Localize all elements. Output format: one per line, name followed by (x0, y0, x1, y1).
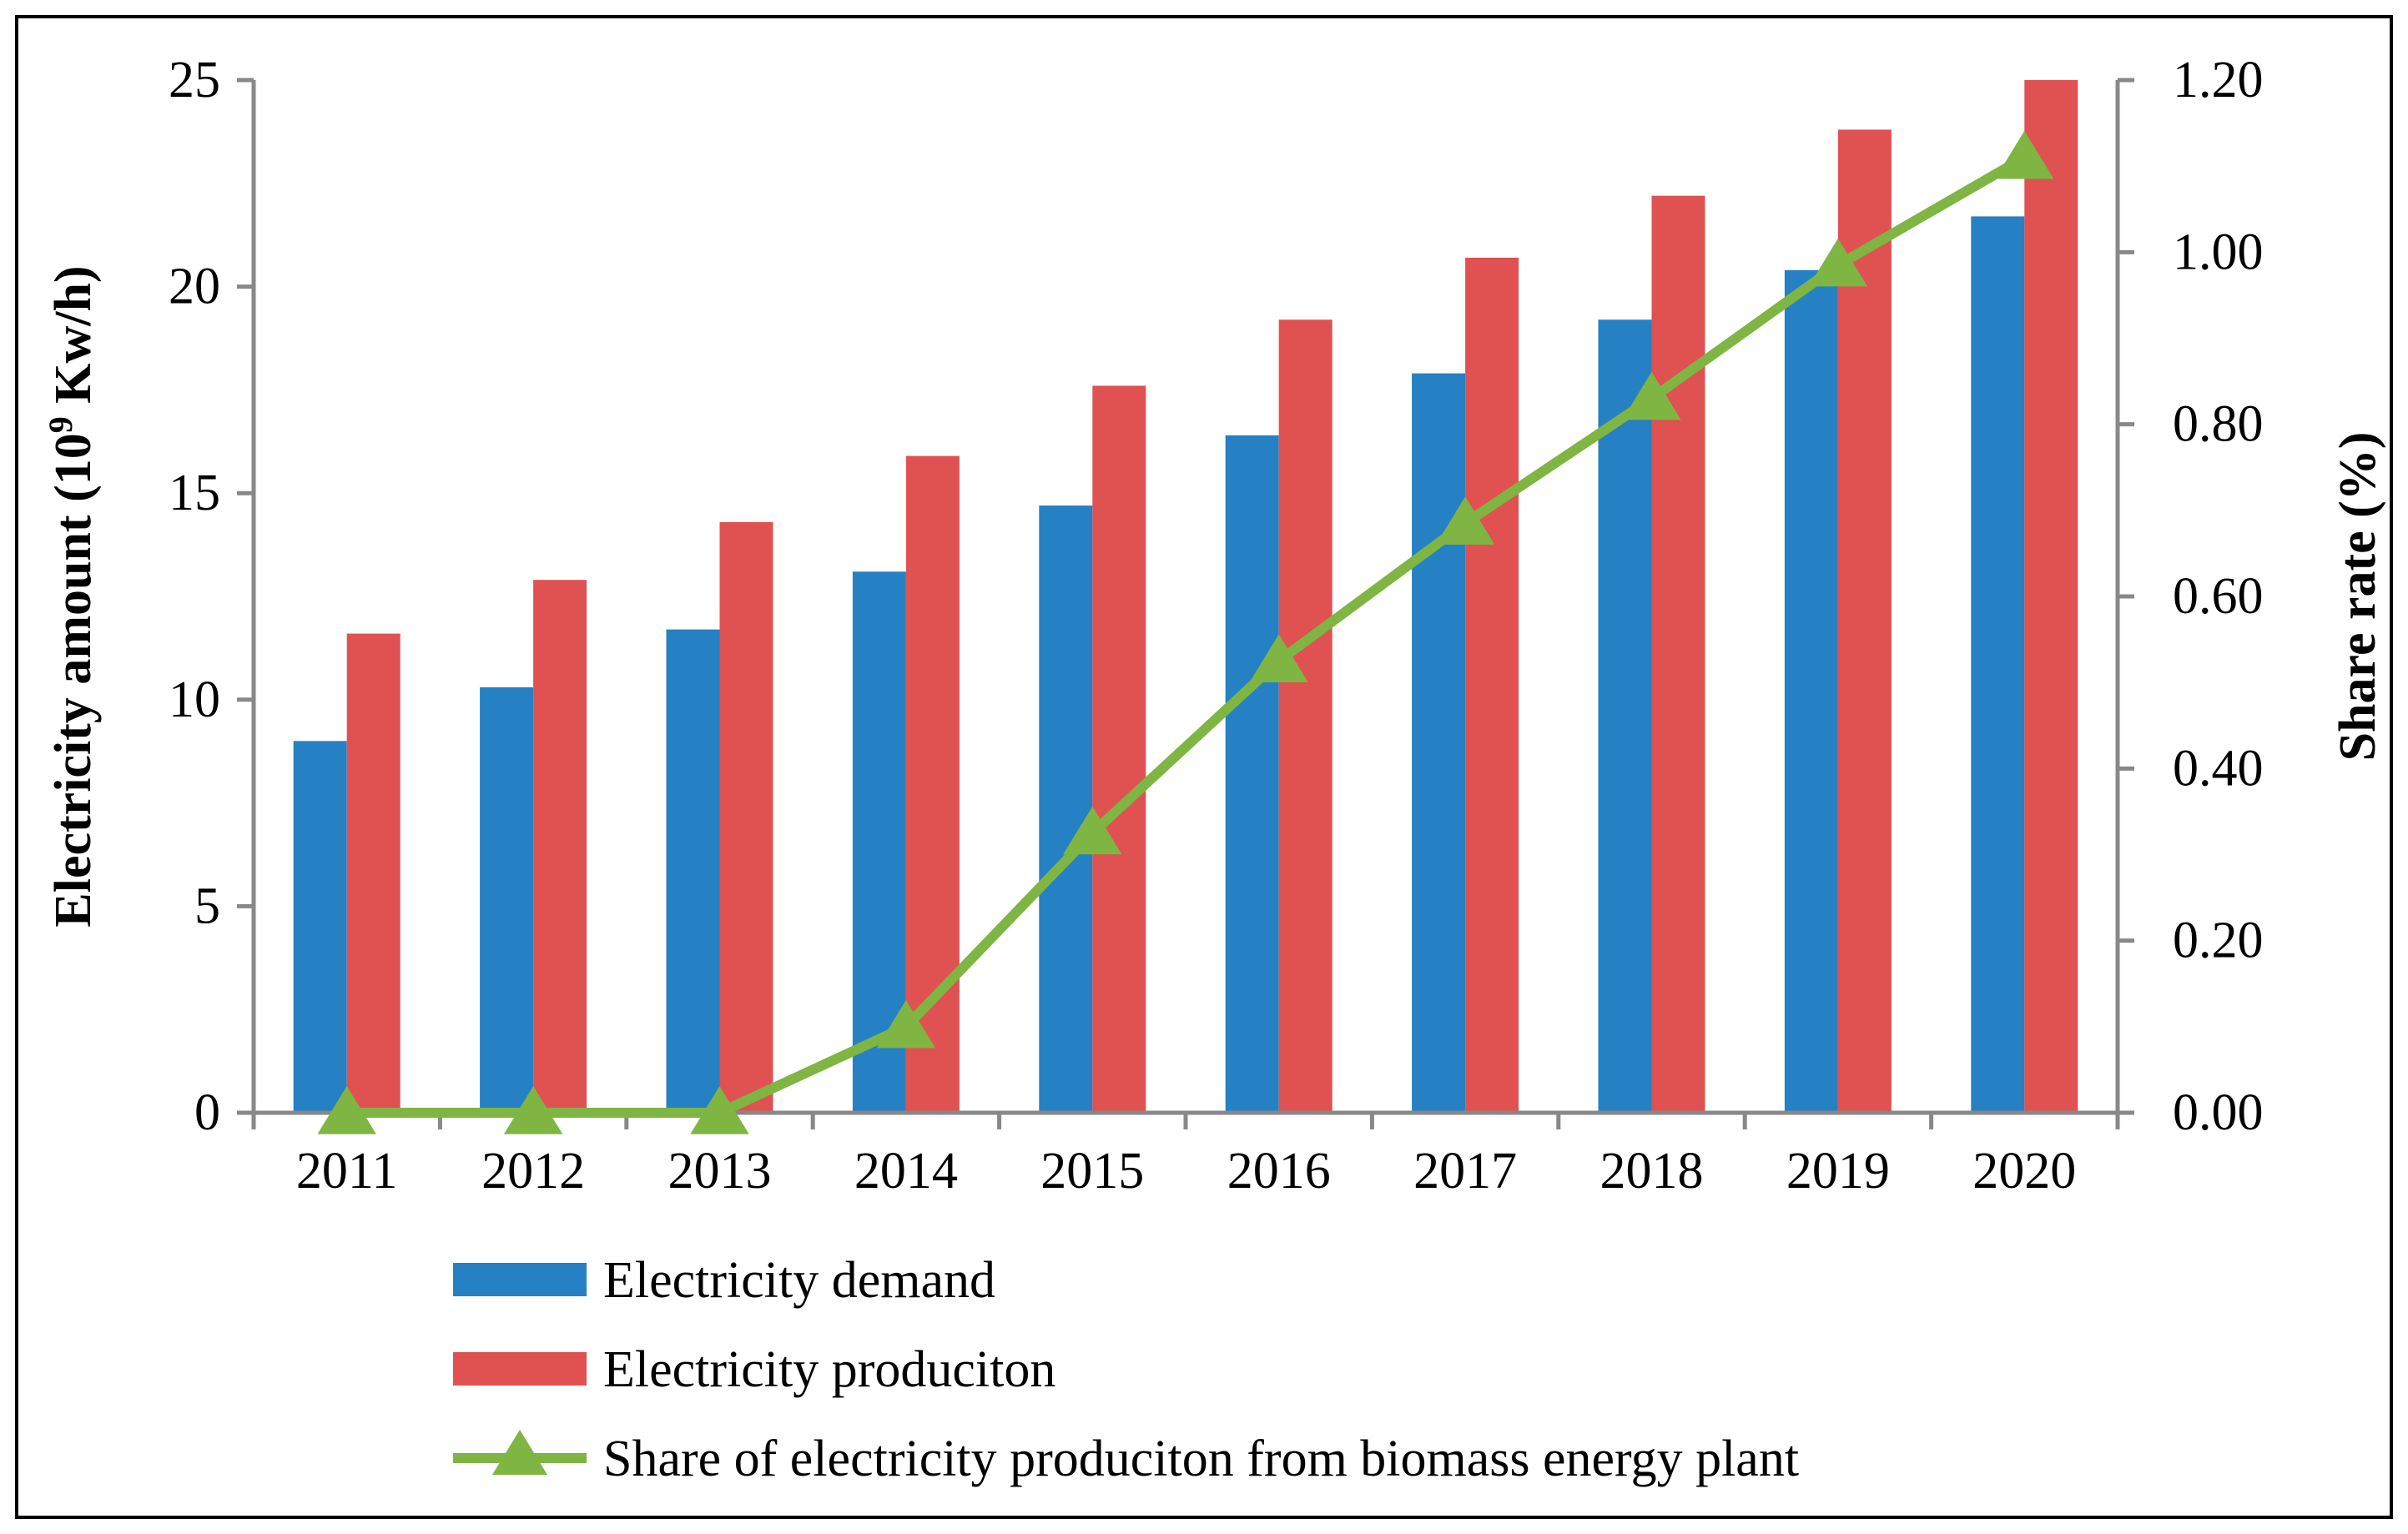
left-axis-tick-label: 5 (194, 878, 220, 934)
share-marker-2018 (1622, 371, 1681, 420)
share-marker-2012 (503, 1086, 563, 1134)
bar-demand-2019 (1784, 269, 1838, 1113)
bar-production-2016 (1278, 319, 1332, 1113)
bar-production-2019 (1837, 129, 1892, 1114)
left-axis-tick-label: 0 (194, 1084, 220, 1141)
legend-label-production: Electricity produciton (603, 1341, 1055, 1398)
x-axis-tick-label: 2012 (481, 1143, 585, 1200)
left-axis-title-main: Electricity amount (10 (45, 433, 102, 927)
share-line (346, 153, 2028, 1118)
share-marker-2011 (317, 1086, 376, 1134)
bar-production-2017 (1465, 257, 1519, 1113)
bar-production-2018 (1651, 195, 1705, 1113)
share-marker-2015 (1063, 806, 1122, 855)
bar-demand-2016 (1225, 435, 1279, 1113)
left-axis-tick-label: 10 (169, 671, 220, 728)
legend-swatch-production (453, 1352, 587, 1386)
right-axis-tick-label: 1.20 (2173, 52, 2264, 108)
bar-demand-2018 (1598, 319, 1652, 1113)
left-axis-title-end: Kw/h) (45, 265, 102, 416)
bar-production-2012 (533, 580, 587, 1113)
left-axis-tick-label: 15 (169, 465, 220, 521)
bar-demand-2013 (666, 629, 720, 1113)
share-marker-2020 (1995, 130, 2054, 179)
right-axis-tick-label: 1.00 (2173, 224, 2264, 280)
legend-label-share: Share of electricity produciton from bio… (603, 1431, 1799, 1487)
x-axis-tick-label: 2011 (296, 1143, 398, 1200)
x-axis-tick-label: 2018 (1600, 1143, 1704, 1200)
right-axis-tick-label: 0.60 (2173, 568, 2264, 625)
x-axis-tick-label: 2020 (1972, 1143, 2076, 1200)
chart-frame (15, 15, 2393, 1519)
left-axis-title: Electricity amount (109 Kw/h) (42, 265, 102, 927)
left-axis-title-sup: 9 (42, 416, 79, 433)
left-axis-tick-label: 25 (169, 52, 220, 108)
right-axis-title: Share rate (%) (2330, 432, 2386, 762)
x-axis-tick-label: 2019 (1786, 1143, 1890, 1200)
share-marker-2019 (1808, 238, 1868, 287)
legend-swatch-share-marker (492, 1430, 547, 1475)
share-marker-2014 (876, 999, 936, 1049)
right-axis-tick-label: 0.40 (2173, 740, 2264, 797)
x-axis-tick-label: 2015 (1040, 1143, 1144, 1200)
x-axis-tick-label: 2016 (1227, 1143, 1331, 1200)
left-axis-tick-label: 20 (169, 259, 220, 315)
share-marker-2013 (690, 1086, 749, 1134)
bar-production-2015 (1092, 385, 1146, 1113)
right-axis-tick-label: 0.00 (2173, 1084, 2264, 1141)
x-axis-tick-label: 2017 (1413, 1143, 1517, 1200)
bar-production-2013 (719, 521, 773, 1113)
share-marker-2017 (1435, 496, 1495, 545)
legend-label-demand: Electricity demand (603, 1252, 995, 1309)
bar-demand-2017 (1412, 373, 1466, 1113)
legend-swatch-demand (453, 1263, 587, 1296)
bar-demand-2012 (480, 687, 534, 1113)
bar-demand-2011 (293, 741, 347, 1113)
bar-production-2011 (346, 633, 400, 1113)
right-axis-tick-label: 0.80 (2173, 396, 2264, 453)
bar-demand-2015 (1039, 505, 1093, 1113)
right-axis-tick-label: 0.20 (2173, 913, 2264, 969)
share-marker-2016 (1249, 634, 1308, 682)
x-axis-tick-label: 2014 (854, 1143, 958, 1200)
bar-demand-2020 (1971, 216, 2025, 1113)
bar-production-2020 (2024, 80, 2078, 1113)
x-axis-tick-label: 2013 (668, 1143, 772, 1200)
